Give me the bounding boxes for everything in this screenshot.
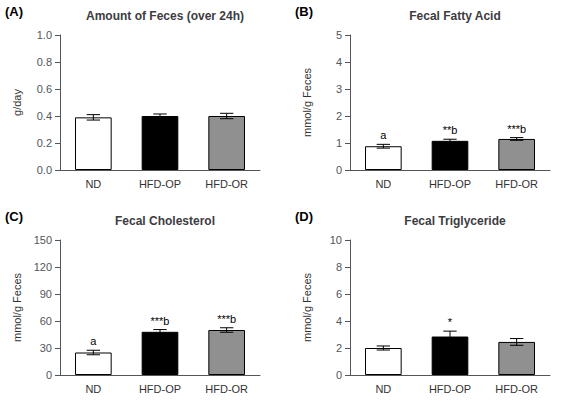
svg-text:HFD-OP: HFD-OP [429,383,471,395]
svg-text:Fecal Cholesterol: Fecal Cholesterol [115,214,215,228]
svg-text:mmol/g Feces: mmol/g Feces [11,272,23,342]
svg-text:150: 150 [34,234,52,246]
svg-text:ND: ND [375,383,391,395]
svg-text:2: 2 [336,110,342,122]
svg-text:HFD-OR: HFD-OR [495,383,538,395]
svg-text:***b: ***b [507,123,526,135]
svg-text:HFD-OP: HFD-OP [139,383,181,395]
svg-text:4: 4 [336,56,342,68]
svg-text:a: a [90,335,97,347]
svg-text:0.8: 0.8 [37,56,52,68]
svg-text:***b: ***b [151,315,170,327]
svg-text:mmol/g Feces: mmol/g Feces [301,272,313,342]
svg-text:(D): (D) [295,209,313,224]
svg-text:0.2: 0.2 [37,137,52,149]
svg-text:60: 60 [40,315,52,327]
svg-text:ND: ND [375,178,391,190]
svg-text:0: 0 [336,164,342,176]
svg-text:g/day: g/day [11,89,23,116]
svg-text:2: 2 [336,342,342,354]
svg-text:90: 90 [40,288,52,300]
svg-text:0.0: 0.0 [37,164,52,176]
svg-text:(B): (B) [295,4,313,19]
svg-text:HFD-OP: HFD-OP [139,178,181,190]
svg-text:1: 1 [336,137,342,149]
svg-text:30: 30 [40,342,52,354]
svg-text:4: 4 [336,315,342,327]
svg-text:120: 120 [34,261,52,273]
svg-text:10: 10 [330,234,342,246]
svg-text:0.4: 0.4 [37,110,52,122]
svg-text:Fecal Fatty Acid: Fecal Fatty Acid [409,9,501,23]
svg-text:(C): (C) [5,209,23,224]
svg-text:HFD-OR: HFD-OR [205,383,248,395]
svg-text:HFD-OR: HFD-OR [205,178,248,190]
svg-text:ND: ND [85,178,101,190]
svg-text:6: 6 [336,288,342,300]
svg-text:Fecal Triglyceride: Fecal Triglyceride [404,214,506,228]
svg-text:Amount of Feces (over 24h): Amount of Feces (over 24h) [86,9,244,23]
svg-text:a: a [380,129,387,141]
svg-text:1.0: 1.0 [37,29,52,41]
svg-text:8: 8 [336,261,342,273]
svg-text:*: * [448,316,453,328]
svg-text:HFD-OP: HFD-OP [429,178,471,190]
svg-text:(A): (A) [5,4,23,19]
svg-text:3: 3 [336,83,342,95]
svg-text:5: 5 [336,29,342,41]
svg-text:HFD-OR: HFD-OR [495,178,538,190]
svg-text:mmol/g Feces: mmol/g Feces [301,67,313,137]
svg-text:0.6: 0.6 [37,83,52,95]
svg-text:ND: ND [85,383,101,395]
svg-text:***b: ***b [217,313,236,325]
svg-text:0: 0 [336,369,342,381]
svg-text:0: 0 [46,369,52,381]
svg-text:**b: **b [443,124,458,136]
